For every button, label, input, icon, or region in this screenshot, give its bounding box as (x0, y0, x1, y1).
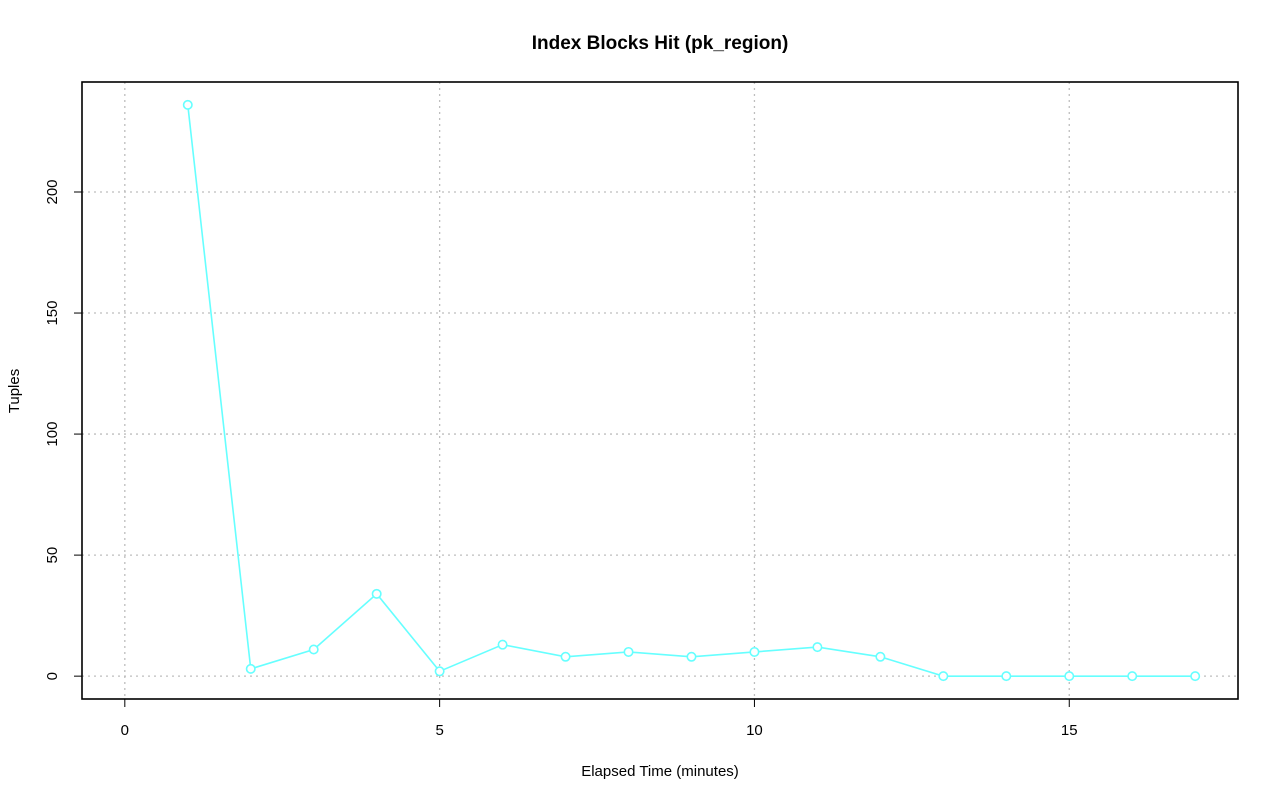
data-point (1190, 671, 1201, 682)
y-axis-label: Tuples (6, 369, 23, 413)
series-group (182, 99, 1201, 682)
data-point (1064, 671, 1075, 682)
data-point (560, 651, 571, 662)
x-axis: 0 5 10 15 (121, 699, 1078, 739)
data-point (371, 588, 382, 599)
grid (82, 82, 1238, 699)
plot-area-frame (81, 81, 1239, 700)
y-tick-label: 200 (44, 179, 61, 204)
data-point (497, 639, 508, 650)
data-point (623, 646, 634, 657)
x-tick-label: 10 (746, 722, 763, 739)
x-axis-label: Elapsed Time (minutes) (581, 763, 739, 780)
x-tick-label: 15 (1061, 722, 1078, 739)
y-tick-label: 0 (44, 672, 61, 680)
data-point (938, 671, 949, 682)
data-point (245, 663, 256, 674)
x-tick-label: 0 (121, 722, 129, 739)
data-point (686, 651, 697, 662)
chart-title: Index Blocks Hit (pk_region) (532, 33, 789, 54)
x-tick-label: 5 (435, 722, 443, 739)
data-point (749, 646, 760, 657)
y-tick-label: 50 (44, 547, 61, 564)
data-point (1001, 671, 1012, 682)
data-point (1127, 671, 1138, 682)
y-tick-label: 100 (44, 422, 61, 447)
data-point (875, 651, 886, 662)
data-point (308, 644, 319, 655)
data-point (434, 666, 445, 677)
y-tick-label: 150 (44, 301, 61, 326)
y-axis: 0 50 100 150 200 (44, 179, 82, 680)
data-point (182, 99, 193, 110)
series-line-0 (186, 104, 1196, 677)
data-point (812, 642, 823, 653)
